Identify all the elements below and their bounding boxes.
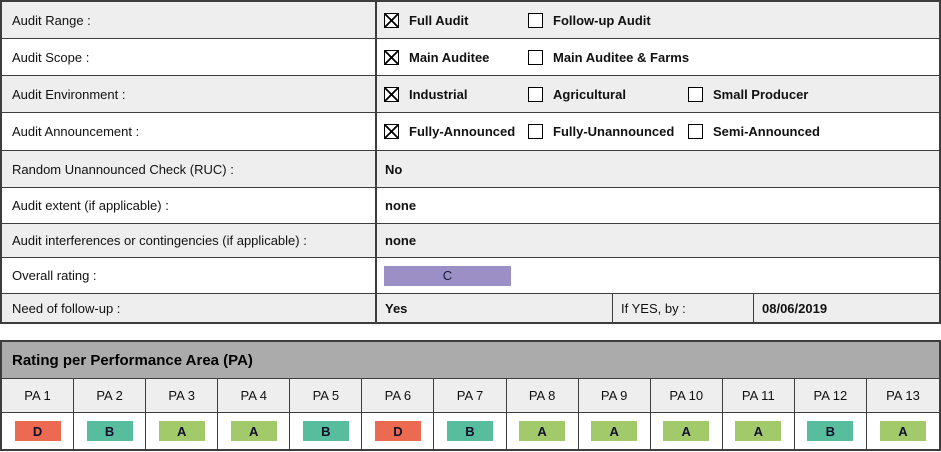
pa-column-header: PA 1 [2,378,75,412]
rating-badge-pa10: A [663,421,710,441]
row-overall-rating: Overall rating : C [2,257,939,293]
audit-extent-value: none [385,198,417,213]
checkbox-small-producer[interactable] [688,86,703,102]
pa-rating-cell: D [2,412,75,449]
pa-rating-cell: B [74,412,147,449]
field-label-audit-interferences: Audit interferences or contingencies (if… [2,224,377,257]
pa-rating-cell: A [650,412,723,449]
row-audit-interferences: Audit interferences or contingencies (if… [2,223,939,257]
rating-badge-pa7: B [446,421,493,441]
checkbox-fully-announced[interactable] [384,124,399,139]
rating-badge-pa13: A [879,421,926,441]
pa-column-header: PA 3 [146,378,219,412]
pa-rating-cell: B [794,412,867,449]
rating-badge-pa2: B [86,421,133,441]
row-audit-announcement: Audit Announcement : Fully-Announced Ful… [2,112,939,150]
checkbox-full-audit[interactable] [384,12,399,28]
rating-badge-pa11: A [735,421,782,441]
rating-badge-pa4: A [230,421,277,441]
option-label-small-producer: Small Producer [713,86,809,102]
pa-rating-cell: A [146,412,219,449]
rating-badge-pa5: B [302,421,349,441]
option-label-industrial: Industrial [409,86,468,102]
audit-interferences-value: none [385,233,417,248]
option-label-full-audit: Full Audit [409,12,469,28]
row-audit-scope: Audit Scope : Main Auditee Main Auditee … [2,38,939,75]
pa-rating-cell: B [290,412,363,449]
rating-badge-pa9: A [591,421,638,441]
pa-column-header: PA 13 [866,378,939,412]
pa-rating-cell: A [218,412,291,449]
checkbox-main-auditee-farms[interactable] [528,49,543,65]
row-audit-range: Audit Range : Full Audit Follow-up Audit [2,2,939,38]
row-audit-environment: Audit Environment : Industrial Agricultu… [2,75,939,112]
row-need-of-follow-up: Need of follow-up : Yes If YES, by : 08/… [2,293,939,322]
option-label-main-auditee: Main Auditee [409,49,490,65]
checkbox-agricultural[interactable] [528,86,543,102]
pa-rating-cell: A [866,412,939,449]
checkbox-follow-up-audit[interactable] [528,12,543,28]
option-label-follow-up-audit: Follow-up Audit [553,12,651,28]
pa-column-header: PA 7 [434,378,507,412]
row-audit-extent: Audit extent (if applicable) : none [2,187,939,223]
rating-badge-pa8: A [519,421,566,441]
option-label-semi-announced: Semi-Announced [713,124,820,139]
checkbox-fully-unannounced[interactable] [528,124,543,139]
checkbox-industrial[interactable] [384,86,399,102]
pa-rating-cell: A [506,412,579,449]
pa-column-header: PA 12 [794,378,867,412]
pa-rating-table: Rating per Performance Area (PA) PA 1 PA… [0,340,941,451]
follow-up-value: Yes [385,300,408,316]
overall-rating-badge: C [384,265,511,286]
pa-column-header: PA 11 [722,378,795,412]
option-label-agricultural: Agricultural [553,86,626,102]
field-label-audit-environment: Audit Environment : [2,76,377,112]
pa-rating-cell: A [722,412,795,449]
row-ruc: Random Unannounced Check (RUC) : No [2,150,939,187]
field-label-overall-rating: Overall rating : [2,258,377,293]
option-label-fully-announced: Fully-Announced [409,124,516,139]
pa-header-row: PA 1 PA 2 PA 3 PA 4 PA 5 PA 6 PA 7 PA 8 … [2,378,939,412]
rating-badge-pa12: B [807,421,854,441]
pa-column-header: PA 10 [650,378,723,412]
option-label-fully-unannounced: Fully-Unannounced [553,124,675,139]
field-label-audit-range: Audit Range : [2,2,377,38]
audit-summary-table: Audit Range : Full Audit Follow-up Audit… [0,0,941,324]
pa-rating-cell: B [434,412,507,449]
field-label-audit-announcement: Audit Announcement : [2,113,377,150]
pa-rating-row: D B A A B D B A A A A B A [2,412,939,449]
field-label-need-of-follow-up: Need of follow-up : [2,294,377,322]
pa-rating-cell: A [578,412,651,449]
pa-column-header: PA 2 [74,378,147,412]
table-gap [0,324,941,340]
rating-badge-pa3: A [158,421,205,441]
pa-column-header: PA 4 [218,378,291,412]
field-label-audit-scope: Audit Scope : [2,39,377,75]
pa-column-header: PA 9 [578,378,651,412]
pa-table-title: Rating per Performance Area (PA) [2,342,939,378]
follow-up-date: 08/06/2019 [753,294,939,322]
option-label-main-auditee-farms: Main Auditee & Farms [553,49,690,65]
pa-column-header: PA 5 [290,378,363,412]
rating-badge-pa6: D [374,421,421,441]
ruc-value: No [385,161,403,177]
pa-rating-cell: D [362,412,435,449]
checkbox-main-auditee[interactable] [384,49,399,65]
checkbox-semi-announced[interactable] [688,124,703,139]
field-label-ruc: Random Unannounced Check (RUC) : [2,151,377,187]
rating-badge-pa1: D [14,421,61,441]
pa-column-header: PA 8 [506,378,579,412]
field-label-audit-extent: Audit extent (if applicable) : [2,188,377,223]
pa-column-header: PA 6 [362,378,435,412]
if-yes-by-label: If YES, by : [612,294,753,322]
